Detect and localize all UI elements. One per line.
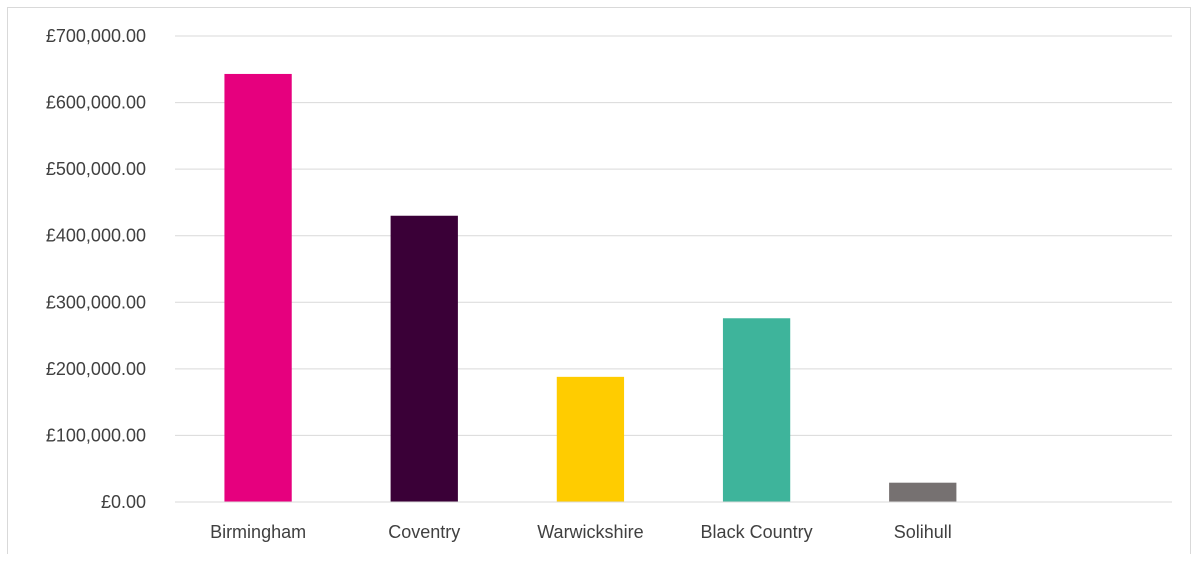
y-tick-label: £500,000.00: [46, 159, 146, 179]
x-category-label: Coventry: [388, 522, 460, 542]
y-tick-label: £300,000.00: [46, 292, 146, 312]
x-axis-categories: Birmingham Coventry Warwickshire Black Coun…: [210, 522, 952, 542]
gridlines: [175, 35, 1172, 436]
y-tick-label: £100,000.00: [46, 425, 146, 445]
x-category-label: Birmingham: [210, 522, 306, 542]
x-category-label: Solihull: [894, 522, 952, 542]
y-tick-label: £600,000.00: [46, 93, 146, 113]
y-tick-label: £200,000.00: [46, 359, 146, 379]
y-tick-label: £700,000.00: [46, 26, 146, 46]
x-category-label: Black Country: [701, 522, 813, 542]
bar-birmingham: [224, 73, 292, 503]
x-category-label: Warwickshire: [537, 522, 643, 542]
bar-black-country: [722, 318, 791, 502]
y-tick-label: £400,000.00: [46, 226, 146, 246]
bar-solihull: [889, 482, 957, 502]
y-axis-ticks: £0.00 £100,000.00 £200,000.00 £300,000.00 £4…: [46, 26, 146, 512]
bar-coventry: [390, 215, 458, 502]
bars: [224, 73, 957, 503]
y-tick-label: £0.00: [101, 492, 146, 512]
bar-warwickshire: [556, 376, 625, 502]
